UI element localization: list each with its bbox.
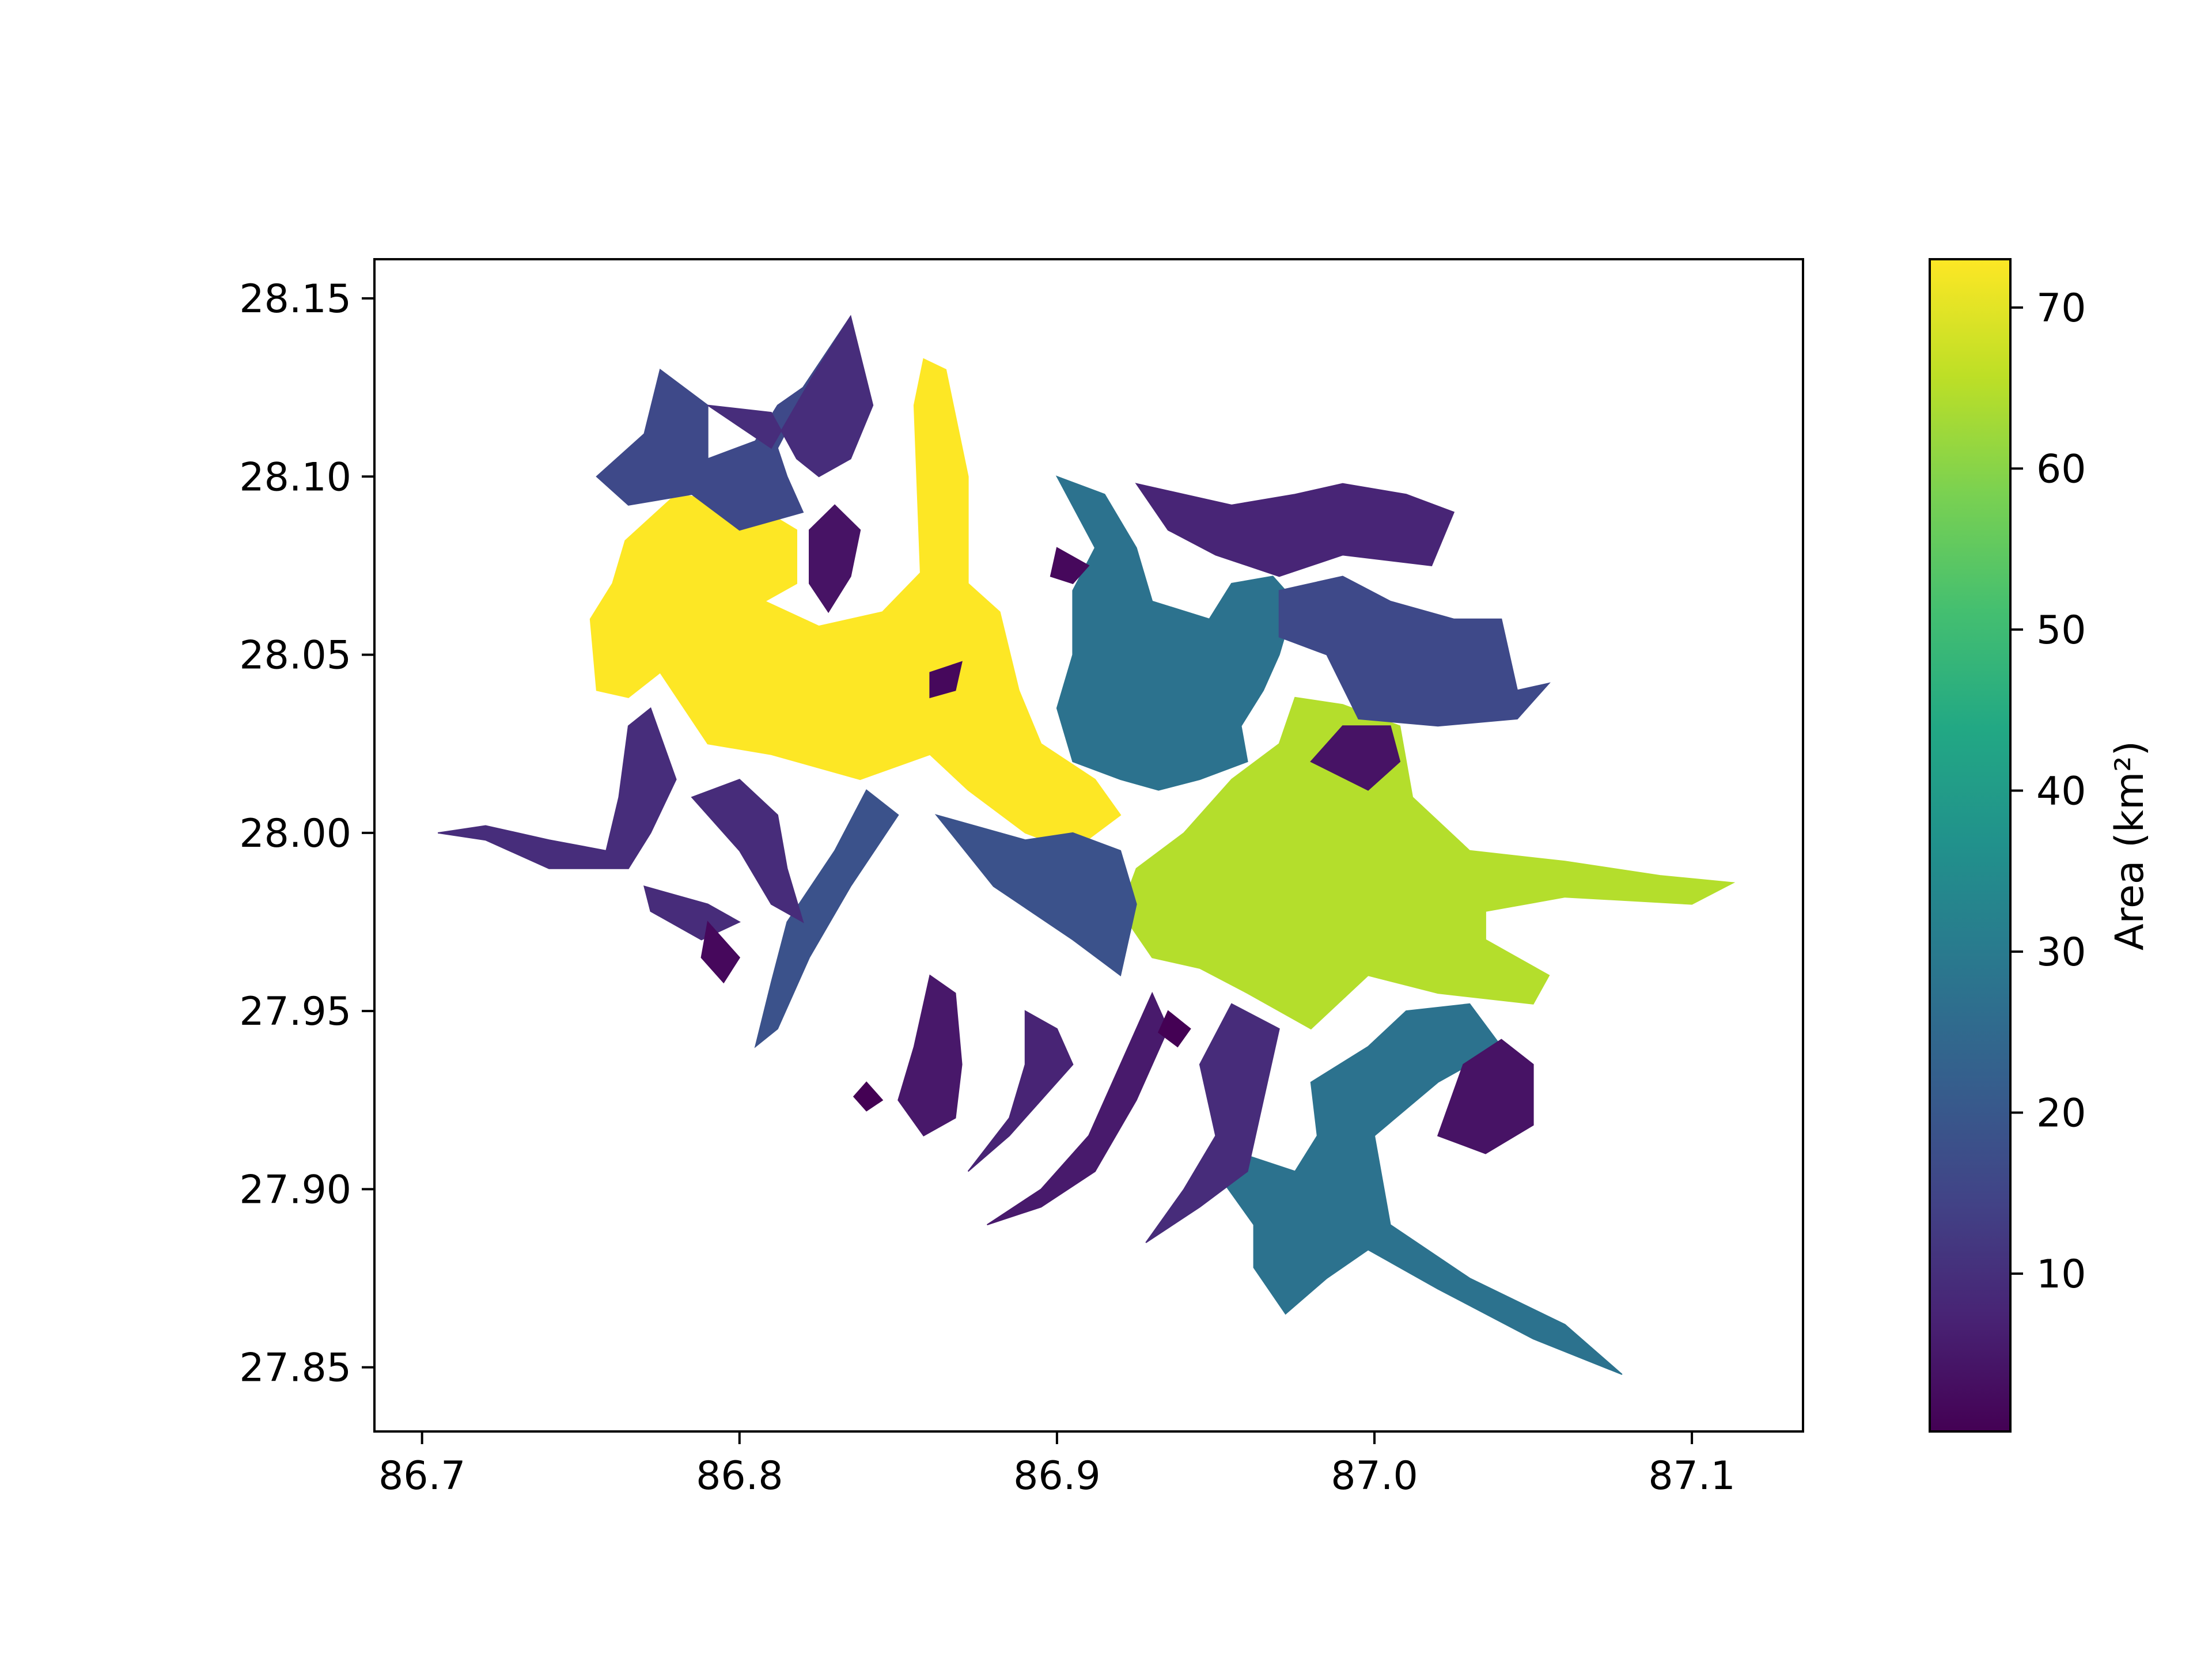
x-tick-label: 86.8: [696, 1453, 783, 1499]
glacier-polygon: [691, 778, 804, 923]
y-tick-label: 28.10: [239, 454, 351, 500]
colorbar-tick-label: 20: [2036, 1091, 2086, 1137]
glacier-polygon: [853, 1081, 884, 1112]
x-tick-label: 86.7: [378, 1453, 465, 1499]
glacier-polygons: [438, 315, 1736, 1375]
plot-frame: [373, 258, 1804, 1433]
colorbar-tick-label: 60: [2036, 446, 2086, 492]
y-tick-label: 27.85: [239, 1346, 351, 1391]
y-tick-label: 28.15: [239, 276, 351, 322]
glacier-polygon: [438, 707, 677, 869]
glacier-polygon: [934, 814, 1137, 977]
glacier-polygon: [1278, 575, 1551, 727]
glacier-polygon: [643, 885, 741, 941]
glacier-polygon: [897, 974, 963, 1137]
glacier-polygon: [1145, 1003, 1280, 1244]
colorbar-label: Area (km²): [2107, 741, 2153, 950]
glacier-polygon: [1157, 1010, 1191, 1048]
y-axis: 27.85 27.90 27.95 28.00 28.05 28.10 28.15: [239, 276, 374, 1391]
x-axis: 86.7 86.8 86.9 87.0 87.1: [378, 1431, 1736, 1499]
glacier-polygon: [754, 789, 899, 1048]
x-tick-label: 86.9: [1013, 1453, 1100, 1499]
glacier-polygon: [1050, 547, 1090, 585]
colorbar-ticks: 10 20 30 40 50 60 70: [2010, 286, 2086, 1297]
y-tick-label: 28.05: [239, 633, 351, 679]
glacier-polygon: [967, 1010, 1074, 1172]
glacier-polygon: [589, 358, 1122, 851]
glacier-polygon: [809, 504, 861, 613]
glacier-polygon: [1310, 725, 1401, 791]
y-tick-label: 27.95: [239, 989, 351, 1035]
colorbar-tick-label: 70: [2036, 286, 2086, 331]
glacier-polygon: [1215, 1003, 1623, 1375]
colorbar-tick-label: 10: [2036, 1252, 2086, 1297]
colorbar-tick-label: 40: [2036, 768, 2086, 814]
glacier-polygon: [987, 991, 1169, 1226]
x-tick-label: 87.1: [1648, 1453, 1735, 1499]
glacier-polygon: [1135, 483, 1455, 577]
colorbar-tick-label: 50: [2036, 608, 2086, 653]
y-tick-label: 28.00: [239, 811, 351, 857]
colorbar-tick-label: 30: [2036, 930, 2086, 975]
glacier-polygon: [1437, 1039, 1534, 1154]
colorbar: [1929, 258, 2012, 1433]
y-tick-label: 27.90: [239, 1167, 351, 1213]
glacier-polygon: [1055, 475, 1296, 791]
x-tick-label: 87.0: [1331, 1453, 1418, 1499]
glacier-polygon: [700, 921, 741, 984]
glacier-polygon: [929, 661, 963, 699]
glacier-polygon: [707, 315, 874, 478]
glacier-polygon: [1119, 696, 1736, 1030]
